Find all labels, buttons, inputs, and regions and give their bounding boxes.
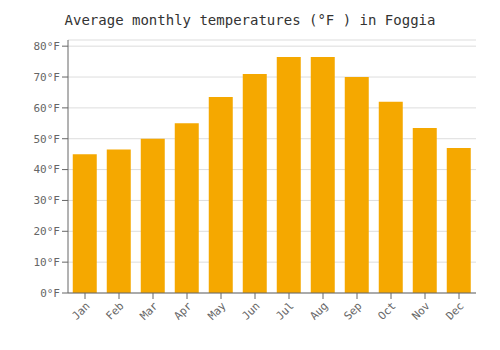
svg-text:30°F: 30°F — [34, 194, 61, 207]
svg-text:0°F: 0°F — [40, 287, 60, 300]
svg-text:60°F: 60°F — [34, 102, 61, 115]
svg-text:Apr: Apr — [171, 299, 195, 323]
svg-text:Jun: Jun — [239, 299, 262, 322]
svg-text:Aug: Aug — [307, 299, 330, 322]
svg-text:Mar: Mar — [137, 299, 161, 323]
svg-text:Feb: Feb — [103, 299, 126, 322]
svg-text:70°F: 70°F — [34, 71, 61, 84]
svg-text:40°F: 40°F — [34, 163, 61, 176]
svg-text:May: May — [205, 299, 229, 323]
svg-text:Jul: Jul — [273, 299, 296, 322]
svg-text:Oct: Oct — [375, 299, 398, 322]
svg-text:20°F: 20°F — [34, 225, 61, 238]
svg-text:Dec: Dec — [443, 299, 466, 322]
svg-text:10°F: 10°F — [34, 256, 61, 269]
svg-text:Sep: Sep — [341, 299, 364, 322]
svg-text:50°F: 50°F — [34, 133, 61, 146]
svg-text:Nov: Nov — [409, 299, 433, 323]
svg-text:Jan: Jan — [69, 299, 92, 322]
svg-text:80°F: 80°F — [34, 40, 61, 53]
html-text:Average monthly temperatures (: Average monthly temperatures (°F ) in Fo… — [64, 12, 436, 28]
